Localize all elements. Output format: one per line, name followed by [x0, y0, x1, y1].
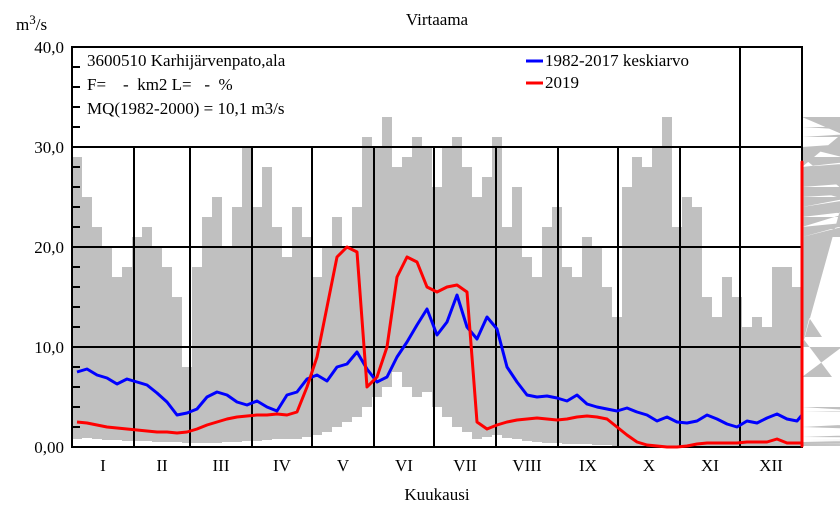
month-label: XI: [701, 456, 719, 475]
month-label-layer: I II III IV V VI VII VIII IX X XI XII: [100, 456, 783, 475]
range-band-layer: [72, 117, 840, 446]
grid-layer: [71, 46, 803, 448]
y-axis-unit: m3/s: [16, 12, 47, 34]
legend: 1982-2017 keskiarvo 2019: [526, 51, 689, 92]
info-box: 3600510 Karhijärvenpato,ala F= - km2 L= …: [87, 51, 286, 118]
max-min-range-band: [72, 117, 840, 446]
month-label: XII: [759, 456, 783, 475]
month-label: VI: [395, 456, 413, 475]
month-label: II: [156, 456, 168, 475]
month-label: VIII: [512, 456, 542, 475]
y-tick-label: 10,0: [34, 338, 64, 357]
month-label: X: [643, 456, 655, 475]
y-tick-label: 40,0: [34, 38, 64, 57]
chart-title: Virtaama: [406, 10, 469, 29]
month-label: I: [100, 456, 106, 475]
month-label: III: [213, 456, 230, 475]
y-tick-label: 0,00: [34, 438, 64, 457]
month-label: VII: [453, 456, 477, 475]
info-station: 3600510 Karhijärvenpato,ala: [87, 51, 286, 70]
y-tick-label: 30,0: [34, 138, 64, 157]
legend-label-mean: 1982-2017 keskiarvo: [545, 51, 689, 70]
month-label: IV: [273, 456, 292, 475]
x-axis-label: Kuukausi: [404, 485, 469, 504]
month-label: IX: [579, 456, 597, 475]
month-label: V: [337, 456, 350, 475]
y-tick-layer: 0,00 10,0 20,0 30,0 40,0: [34, 38, 64, 457]
info-area: F= - km2 L= - %: [87, 75, 233, 94]
legend-label-2019: 2019: [545, 73, 579, 92]
y-tick-label: 20,0: [34, 238, 64, 257]
series-layer: [76, 160, 804, 449]
series-line-year: [76, 160, 804, 449]
info-mq: MQ(1982-2000) = 10,1 m3/s: [87, 99, 285, 118]
